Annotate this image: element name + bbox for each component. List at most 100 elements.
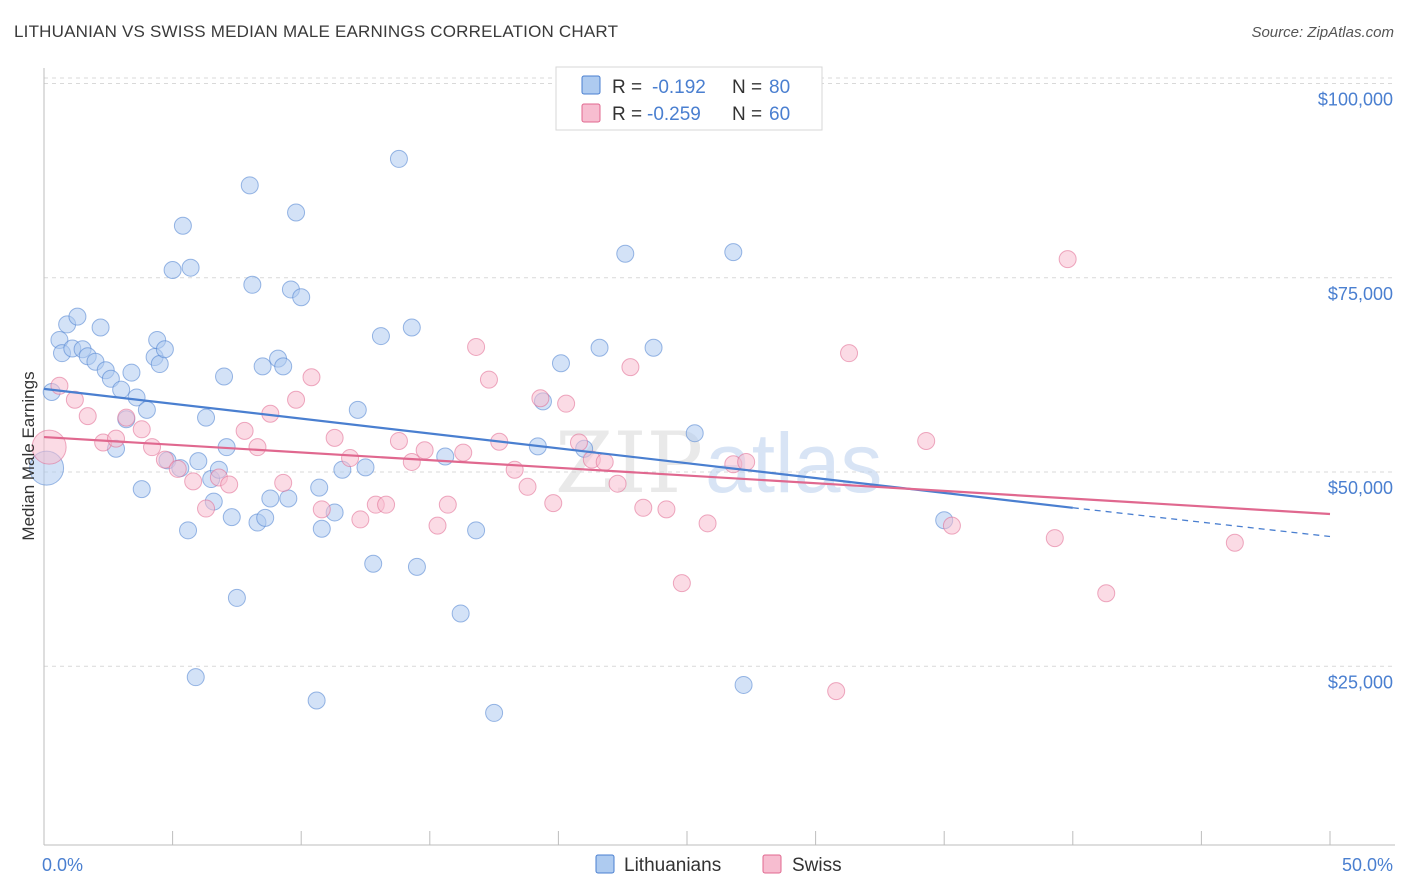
- lithuanians-point: [724, 243, 743, 262]
- lithuanians-point: [186, 668, 205, 687]
- lithuanians-point: [243, 275, 262, 294]
- lithuanians-point: [310, 478, 329, 497]
- lithuanians-point: [467, 521, 486, 540]
- source-label: Source: ZipAtlas.com: [1251, 24, 1394, 41]
- swiss-point: [634, 498, 653, 517]
- swiss-point: [595, 452, 614, 471]
- lithuanians-point: [155, 340, 174, 359]
- swiss-point: [325, 428, 344, 447]
- swiss-point: [1097, 584, 1116, 603]
- swiss-point: [467, 337, 486, 356]
- lithuanians-point: [551, 354, 570, 373]
- y-tick-labels: $25,000 $50,000 $75,000 $100,000: [1318, 90, 1393, 693]
- lithuanians-point: [127, 388, 146, 407]
- lithuanians-point: [451, 604, 470, 623]
- swiss-point: [415, 441, 434, 460]
- series-lithuanians-points: [29, 149, 954, 722]
- lithuanians-point: [279, 489, 298, 508]
- legend-r-label: R =: [612, 104, 642, 125]
- legend-n-label: N =: [732, 104, 762, 125]
- swiss-point: [621, 358, 640, 377]
- swiss-point: [1225, 533, 1244, 552]
- legend-n-value: 80: [769, 77, 790, 98]
- lithuanians-point: [240, 176, 259, 195]
- lithuanians-point: [616, 244, 635, 263]
- swiss-point: [698, 514, 717, 533]
- lithuanians-point: [122, 363, 141, 382]
- swiss-point: [428, 516, 447, 535]
- legend-n-value: 60: [769, 104, 790, 125]
- swiss-point: [117, 408, 136, 427]
- legend-r-value: -0.259: [647, 104, 701, 125]
- swiss-point: [479, 370, 498, 389]
- swiss-point: [220, 475, 239, 494]
- lithuanians-point: [348, 400, 367, 419]
- swiss-point: [274, 473, 293, 492]
- swiss-point: [78, 407, 97, 426]
- swiss-point: [569, 433, 588, 452]
- swiss-point: [389, 431, 408, 450]
- lithuanians-point: [261, 489, 280, 508]
- lithuanians-point: [197, 408, 216, 427]
- grid-lines: [44, 77, 1395, 667]
- lithuanians-point: [137, 400, 156, 419]
- lithuanians-point: [292, 288, 311, 307]
- lithuanians-point: [356, 458, 375, 477]
- swiss-point: [454, 443, 473, 462]
- bottom-legend-swatch-lithuanians: [595, 854, 615, 874]
- swiss-point: [302, 368, 321, 387]
- trend-lines: [43, 387, 1331, 538]
- y-axis-title: Median Male Earnings: [19, 371, 38, 540]
- lithuanians-point: [256, 508, 275, 527]
- swiss-point: [531, 389, 550, 408]
- swiss-point: [235, 421, 254, 440]
- swiss-point: [557, 394, 576, 413]
- swiss-point: [402, 452, 421, 471]
- bottom-legend: Lithuanians Swiss: [595, 854, 842, 876]
- y-tick-label: $100,000: [1318, 90, 1393, 110]
- swiss-point: [505, 460, 524, 479]
- swiss-point: [1058, 250, 1077, 269]
- chart-title: LITHUANIAN VS SWISS MEDIAN MALE EARNINGS…: [14, 22, 619, 41]
- lithuanians-point: [274, 357, 293, 376]
- lithuanians-point: [91, 318, 110, 337]
- lithuanians-point: [215, 367, 234, 386]
- lithuanians-point: [222, 508, 241, 527]
- lithuanians-point: [734, 675, 753, 694]
- swiss-point: [341, 449, 360, 468]
- lithuanians-point: [685, 424, 704, 443]
- lithuanians-point: [181, 258, 200, 277]
- swiss-point: [518, 477, 537, 496]
- swiss-point: [287, 390, 306, 409]
- swiss-trend-line: [43, 435, 1331, 516]
- swiss-point: [132, 420, 151, 439]
- x-tick-label: 50.0%: [1342, 855, 1393, 875]
- swiss-point: [155, 450, 174, 469]
- swiss-point: [438, 495, 457, 514]
- bottom-legend-label-swiss: Swiss: [792, 855, 842, 876]
- legend: R = -0.192 N = 80 R = -0.259 N = 60: [555, 66, 823, 131]
- swiss-point: [351, 510, 370, 529]
- swiss-point: [737, 452, 756, 471]
- lithuanians-point: [68, 307, 87, 326]
- lithuanians-point: [402, 318, 421, 337]
- swiss-point: [168, 459, 187, 478]
- x-tick-label: 0.0%: [42, 855, 83, 875]
- lithuanians-point: [644, 338, 663, 357]
- lithuanians-point: [253, 357, 272, 376]
- y-tick-label: $25,000: [1328, 672, 1393, 692]
- lithuanians-point: [389, 149, 408, 168]
- swiss-point: [917, 431, 936, 450]
- bottom-legend-swatch-swiss: [762, 854, 782, 874]
- lithuanians-point: [307, 691, 326, 710]
- lithuanians-point: [371, 327, 390, 346]
- swiss-point: [248, 438, 267, 457]
- legend-n-label: N =: [732, 77, 762, 98]
- lithuanians-point: [312, 519, 331, 538]
- lithuanians-point: [227, 588, 246, 607]
- lithuanians-point: [407, 557, 426, 576]
- lithuanians-point: [163, 261, 182, 280]
- lithuanians-point: [485, 703, 504, 722]
- swiss-point: [65, 390, 84, 409]
